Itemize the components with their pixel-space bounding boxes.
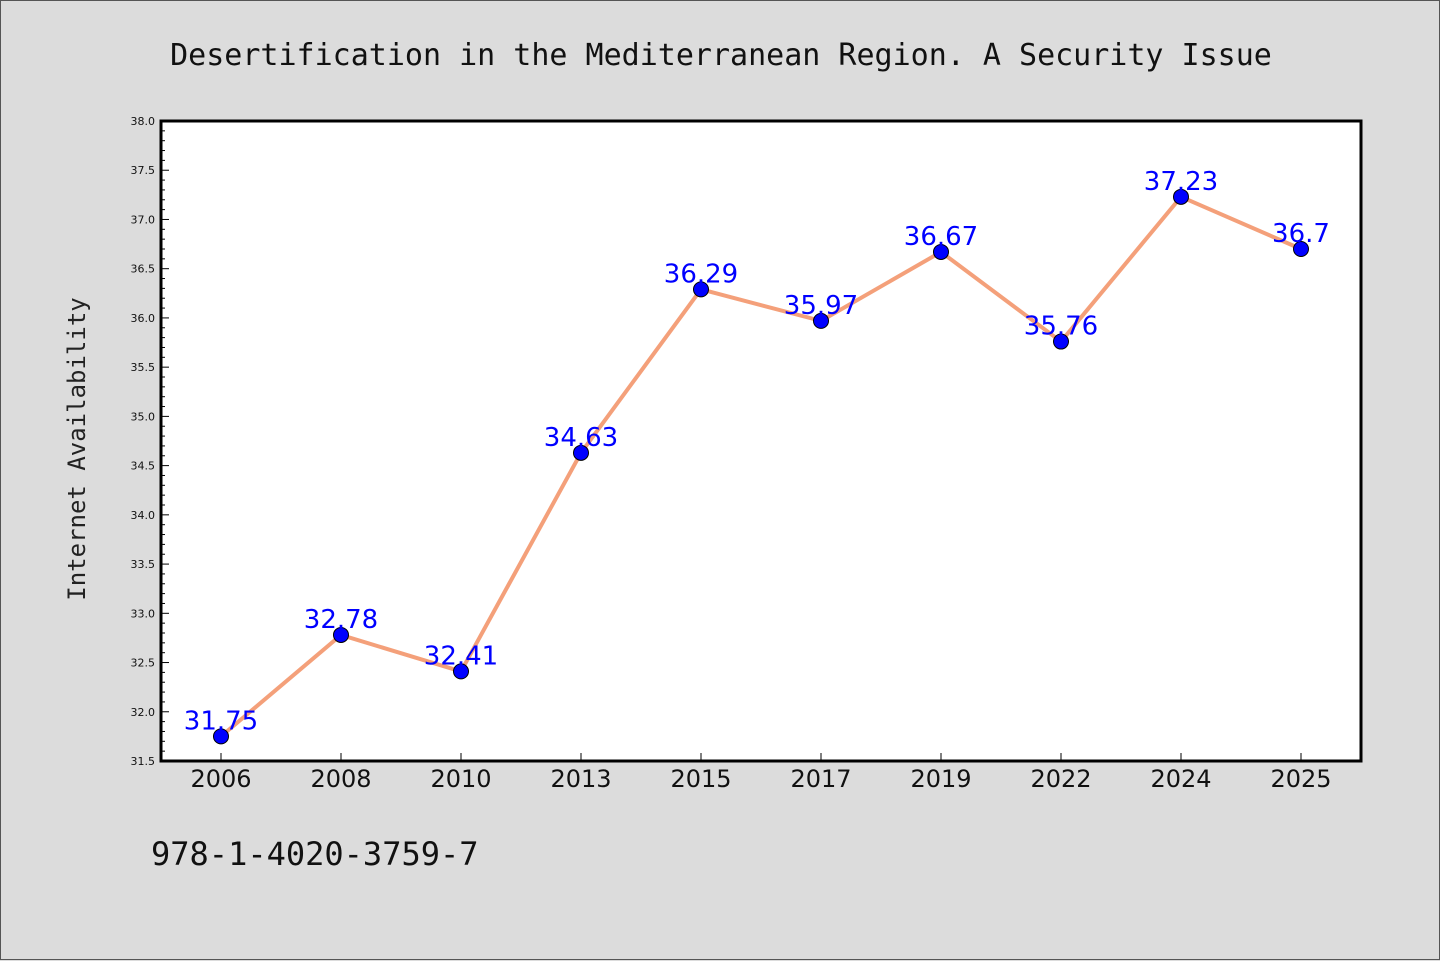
chart-title: Desertification in the Mediterranean Reg…: [170, 38, 1272, 73]
y-tick-label: 31.5: [131, 755, 156, 768]
x-tick-label: 2017: [790, 765, 851, 793]
y-tick-label: 36.5: [131, 263, 156, 276]
y-tick-label: 34.5: [131, 460, 156, 473]
x-tick-label: 2019: [910, 765, 971, 793]
data-label: 34.63: [544, 423, 618, 453]
y-axis-label: Internet Availability: [63, 297, 91, 600]
y-tick-label: 33.0: [131, 607, 156, 620]
y-tick-label: 32.5: [131, 657, 156, 670]
x-tick-label: 2008: [310, 765, 371, 793]
data-point: [813, 312, 829, 329]
data-label: 35.97: [784, 291, 858, 321]
x-tick-label: 2024: [1150, 765, 1211, 793]
data-label: 36.29: [664, 259, 738, 289]
y-tick-label: 37.5: [131, 164, 156, 177]
data-point: [693, 281, 709, 298]
data-label: 31.75: [184, 706, 258, 736]
x-axis: 2006 2008 2010 2013 2015 2017 2019 2022 2024 2025: [190, 753, 1332, 793]
y-tick-label: 32.0: [131, 706, 156, 719]
data-point: [333, 626, 349, 643]
series-line: [219, 194, 1302, 738]
data-label: 36.67: [904, 222, 978, 252]
data-point: [573, 444, 589, 461]
data-point: [1173, 188, 1189, 205]
data-label: 35.76: [1024, 312, 1098, 342]
x-tick-label: 2010: [430, 765, 491, 793]
x-tick-label: 2006: [190, 765, 251, 793]
y-tick-label: 36.0: [131, 312, 156, 325]
y-axis: 31.5 32.0 32.5 33.0 33.5 34.0 34.5 35.0 35.5 36.0…: [131, 115, 169, 768]
data-label-layer: 31.75 32.78 32.41 34.63 36.29 35.97 36.67 35.76…: [184, 167, 1330, 737]
y-tick-label: 33.5: [131, 558, 156, 571]
data-label: 32.41: [424, 641, 498, 671]
y-tick-label: 38.0: [131, 115, 156, 128]
plot-area: [159, 119, 1363, 763]
data-label: 36.7: [1272, 219, 1330, 249]
data-point: [933, 243, 949, 260]
data-point: [1293, 241, 1309, 257]
data-point: [1053, 333, 1069, 350]
y-tick-label: 35.5: [131, 361, 156, 374]
y-tick-label: 35.0: [131, 410, 156, 423]
data-point: [453, 663, 469, 680]
y-tick-label: 37.0: [131, 213, 156, 226]
series-layer: [213, 188, 1309, 745]
x-tick-label: 2015: [670, 765, 731, 793]
x-tick-label: 2025: [1270, 765, 1331, 793]
data-point: [213, 728, 229, 745]
x-tick-label: 2022: [1030, 765, 1091, 793]
data-label: 37.23: [1144, 167, 1218, 197]
data-label: 32.78: [304, 605, 378, 635]
x-tick-label: 2013: [550, 765, 611, 793]
y-tick-label: 34.0: [131, 509, 156, 522]
footer-isbn: 978-1-4020-3759-7: [151, 835, 479, 873]
